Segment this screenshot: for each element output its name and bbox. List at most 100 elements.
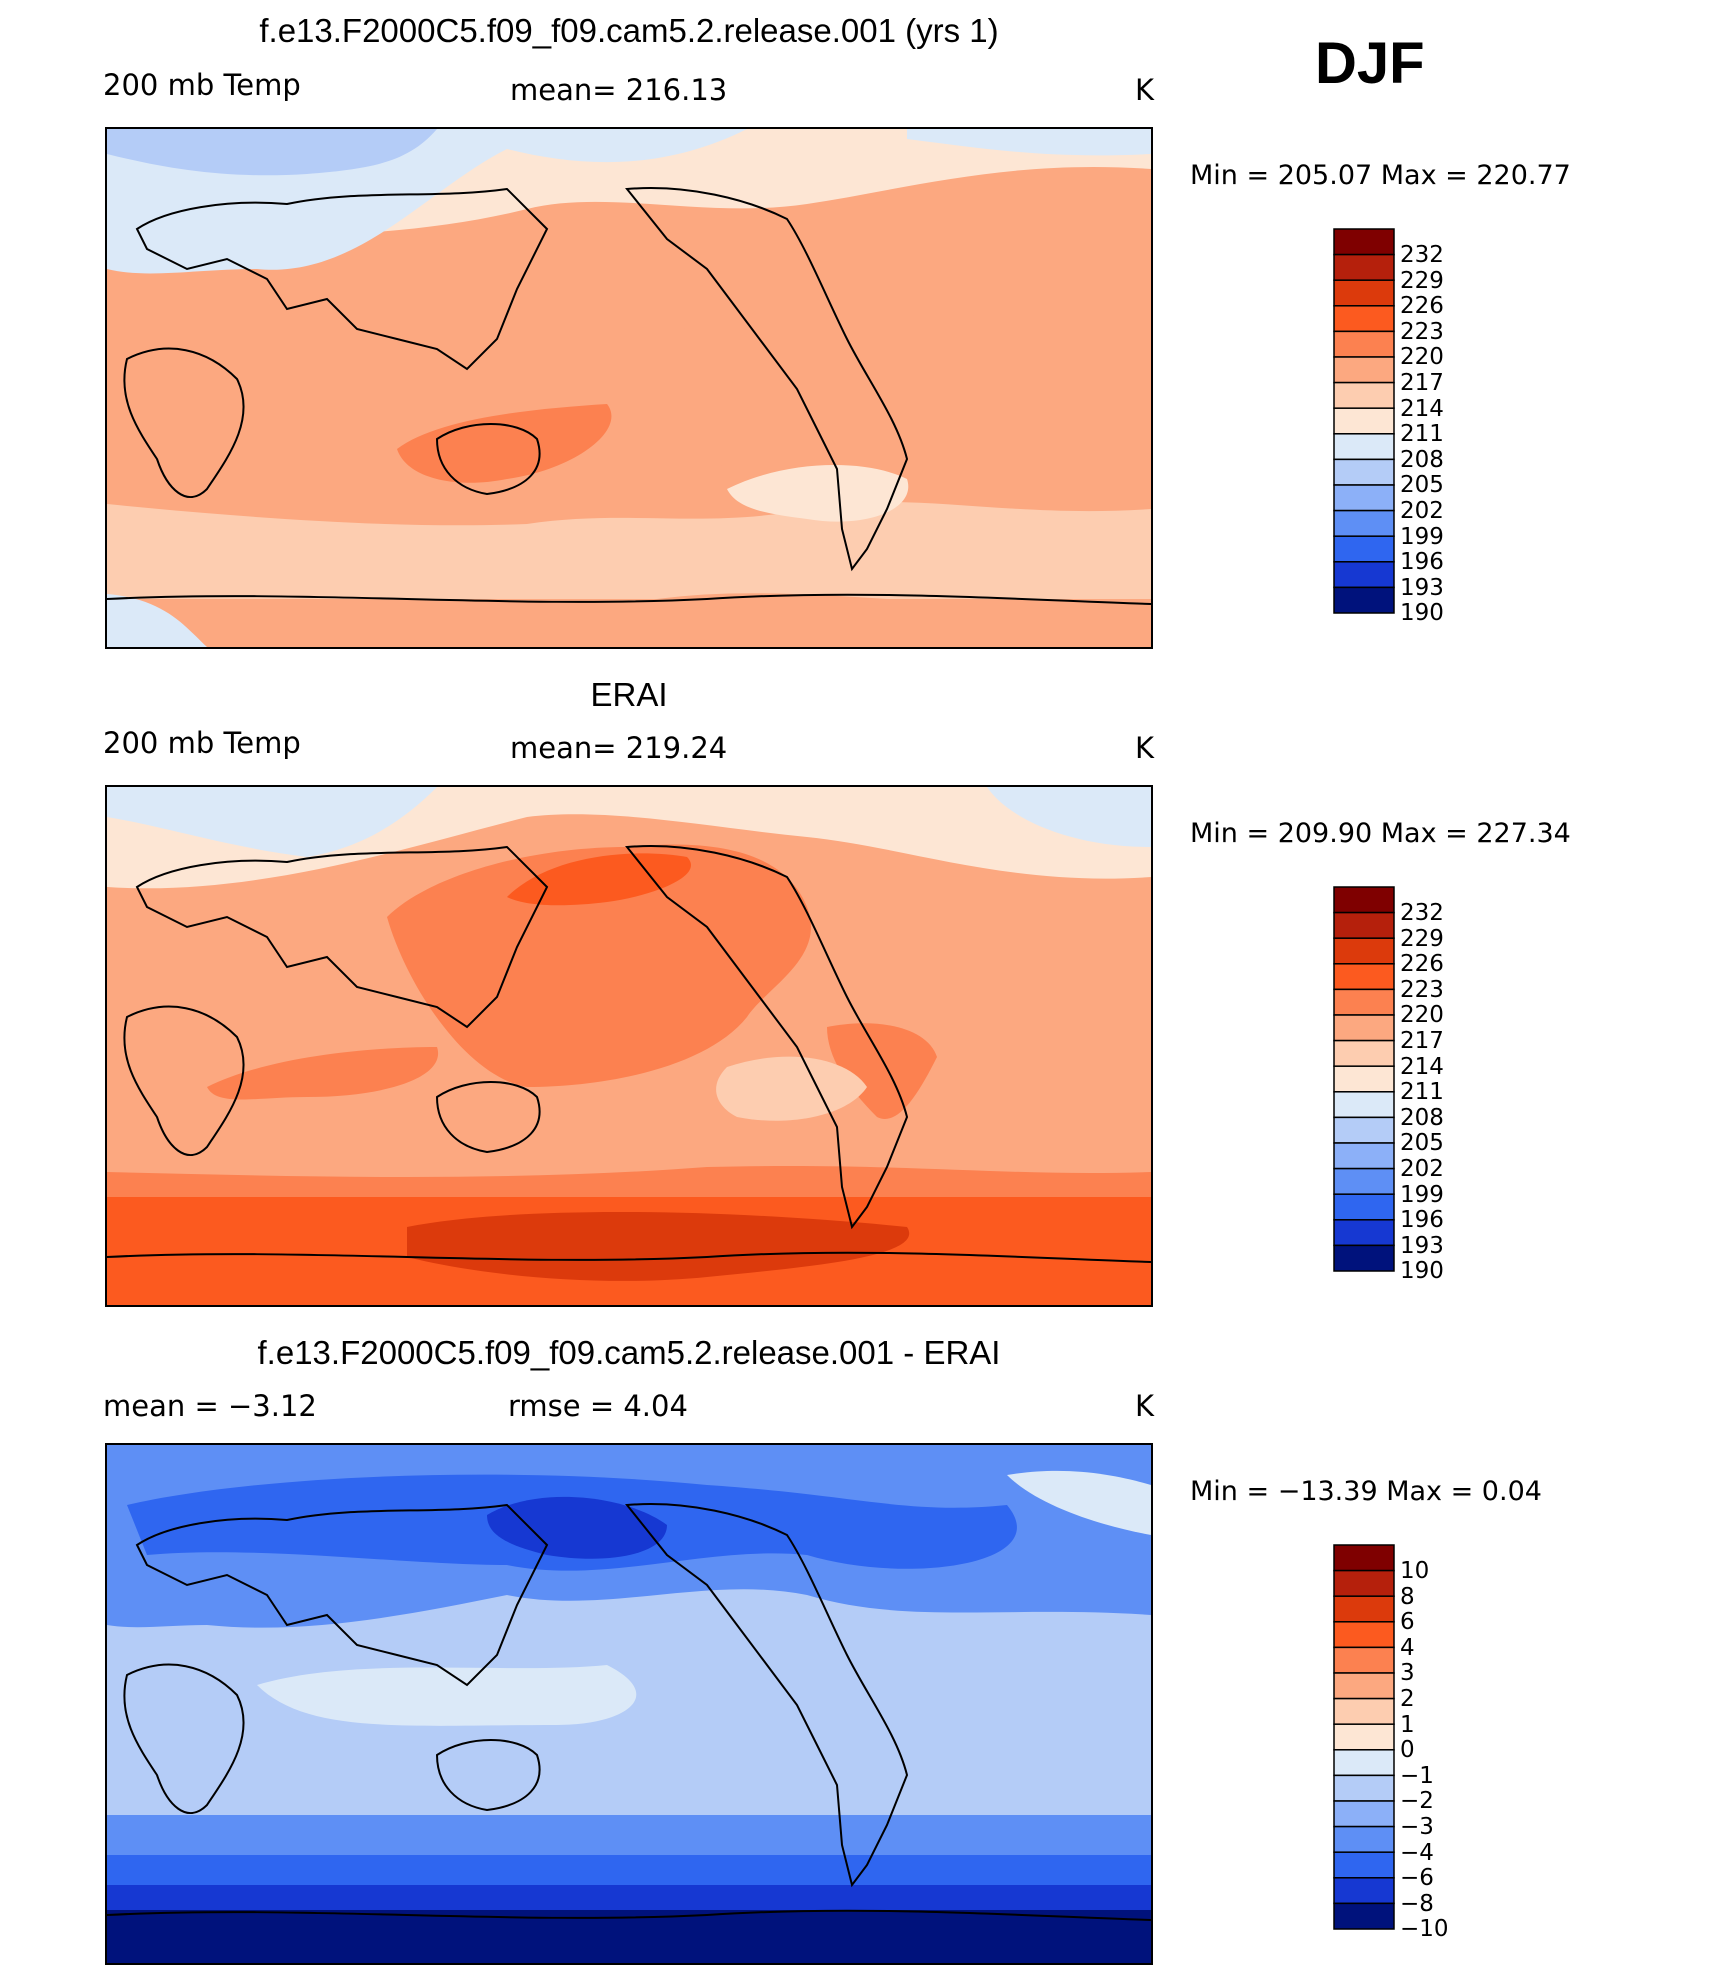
panel-2-variable-label: 200 mb Temp <box>103 726 301 760</box>
colorbar-swatch <box>1333 988 1395 1016</box>
colorbar-swatch <box>1333 1065 1395 1093</box>
panel-2-colorbar-swatches <box>1333 886 1395 1272</box>
colorbar-level-label: 223 <box>1400 318 1444 345</box>
colorbar-level-label: 196 <box>1400 1207 1444 1234</box>
colorbar-swatch <box>1333 1723 1395 1751</box>
colorbar-level-label: 211 <box>1400 421 1444 448</box>
colorbar-swatch <box>1333 1621 1395 1649</box>
colorbar-level-label: −10 <box>1400 1916 1449 1943</box>
colorbar-level-label: 208 <box>1400 1104 1444 1131</box>
colorbar-level-label: −4 <box>1400 1839 1434 1866</box>
panel-1-coastlines <box>107 187 1151 605</box>
colorbar-swatch <box>1333 1193 1395 1221</box>
panel-1-colorbar <box>1333 228 1395 645</box>
colorbar-swatch <box>1333 937 1395 965</box>
colorbar-swatch <box>1333 1544 1395 1572</box>
panel-1-band-southern <box>107 501 1151 609</box>
colorbar-swatch <box>1333 1167 1395 1195</box>
colorbar-swatch <box>1333 1749 1395 1777</box>
colorbar-swatch <box>1333 305 1395 333</box>
panel-1-band-antarctic <box>107 599 1151 647</box>
colorbar-level-label: 226 <box>1400 293 1444 320</box>
colorbar-swatch <box>1333 1116 1395 1144</box>
colorbar-level-label: 202 <box>1400 498 1444 524</box>
colorbar-swatch <box>1333 407 1395 435</box>
colorbar-level-label: 199 <box>1400 1181 1444 1208</box>
colorbar-level-label: −3 <box>1400 1814 1434 1840</box>
colorbar-level-label: −2 <box>1400 1788 1434 1815</box>
panel-2-band-eurasia-cold <box>107 787 437 857</box>
colorbar-level-label: 3 <box>1400 1660 1415 1687</box>
colorbar-level-label: 217 <box>1400 370 1444 396</box>
panel-3-colorbar-swatches <box>1333 1544 1395 1930</box>
colorbar-level-label: 193 <box>1400 574 1444 601</box>
colorbar-level-label: 229 <box>1400 267 1444 294</box>
colorbar-level-label: 220 <box>1400 344 1444 371</box>
colorbar-swatch <box>1333 1851 1395 1879</box>
panel-3-coastlines <box>107 1503 1151 1921</box>
colorbar-level-label: −6 <box>1400 1865 1434 1892</box>
panel-3-rmse-label: rmse = 4.04 <box>508 1389 688 1423</box>
colorbar-level-label: 199 <box>1400 523 1444 550</box>
panel-1-band-australia-warm <box>397 404 612 483</box>
colorbar-level-label: 226 <box>1400 951 1444 978</box>
colorbar-swatch <box>1333 1595 1395 1623</box>
colorbar-swatch <box>1333 1646 1395 1674</box>
colorbar-level-label: 1 <box>1400 1711 1415 1738</box>
colorbar-level-label: 6 <box>1400 1609 1415 1636</box>
panel-3-units-label: K <box>1135 1389 1155 1423</box>
colorbar-swatch <box>1333 1697 1395 1725</box>
panel-3-band-antarctic <box>107 1910 1151 1963</box>
panel-2-band-pacific-warm <box>387 844 812 1087</box>
panel-2-band-arctic <box>987 787 1151 847</box>
colorbar-swatch <box>1333 1774 1395 1802</box>
panel-2-mean-label: mean= 219.24 <box>510 731 728 765</box>
panel-3-mean-label: mean = −3.12 <box>103 1389 317 1423</box>
colorbar-level-label: 8 <box>1400 1583 1415 1610</box>
colorbar-swatch <box>1333 1902 1395 1930</box>
panel-1-mean-label: mean= 216.13 <box>510 73 728 107</box>
colorbar-level-label: 214 <box>1400 1053 1444 1080</box>
panel-3-title: f.e13.F2000C5.f09_f09.cam5.2.release.001… <box>257 1334 1001 1371</box>
colorbar-level-label: 193 <box>1400 1232 1444 1259</box>
colorbar-level-label: 205 <box>1400 1130 1444 1157</box>
colorbar-swatch <box>1333 911 1395 939</box>
colorbar-level-label: 220 <box>1400 1002 1444 1029</box>
colorbar-swatch <box>1333 886 1395 914</box>
panel-2-band-antarctic-hot <box>407 1212 910 1281</box>
colorbar-swatch <box>1333 963 1395 991</box>
colorbar-swatch <box>1333 1569 1395 1597</box>
colorbar-swatch <box>1333 1091 1395 1119</box>
colorbar-swatch <box>1333 586 1395 614</box>
colorbar-swatch <box>1333 1142 1395 1170</box>
colorbar-swatch <box>1333 535 1395 563</box>
colorbar-swatch <box>1333 561 1395 589</box>
panel-1-units-label: K <box>1135 73 1155 107</box>
colorbar-swatch <box>1333 253 1395 281</box>
colorbar-level-label: 10 <box>1400 1558 1430 1584</box>
panel-3-colorbar <box>1333 1544 1395 1961</box>
panel-1-minmax-label: Min = 205.07 Max = 220.77 <box>1190 160 1571 191</box>
panel-2-blob-sepacific <box>716 1056 867 1121</box>
colorbar-swatch <box>1333 1800 1395 1828</box>
panel-2-title: ERAI <box>590 676 668 713</box>
colorbar-swatch <box>1333 1825 1395 1853</box>
colorbar-level-label: 196 <box>1400 549 1444 576</box>
panel-2-band-indian-warm <box>207 1047 439 1100</box>
colorbar-swatch <box>1333 1039 1395 1067</box>
colorbar-level-label: 232 <box>1400 900 1444 926</box>
colorbar-level-label: 202 <box>1400 1156 1444 1182</box>
panel-3-band-kamchatka <box>487 1496 667 1559</box>
colorbar-level-label: −1 <box>1400 1762 1434 1789</box>
panel-1-map <box>105 127 1153 649</box>
panel-3-map <box>105 1443 1153 1965</box>
colorbar-level-label: 190 <box>1400 600 1444 627</box>
colorbar-swatch <box>1333 484 1395 512</box>
panel-2-band-samerica-warm <box>827 1023 937 1119</box>
panel-3-contour-field <box>107 1445 1151 1963</box>
colorbar-swatch <box>1333 1244 1395 1272</box>
colorbar-level-label: 190 <box>1400 1258 1444 1285</box>
panel-3-blob-indian-light <box>257 1665 637 1726</box>
colorbar-swatch <box>1333 433 1395 461</box>
colorbar-swatch <box>1333 1014 1395 1042</box>
